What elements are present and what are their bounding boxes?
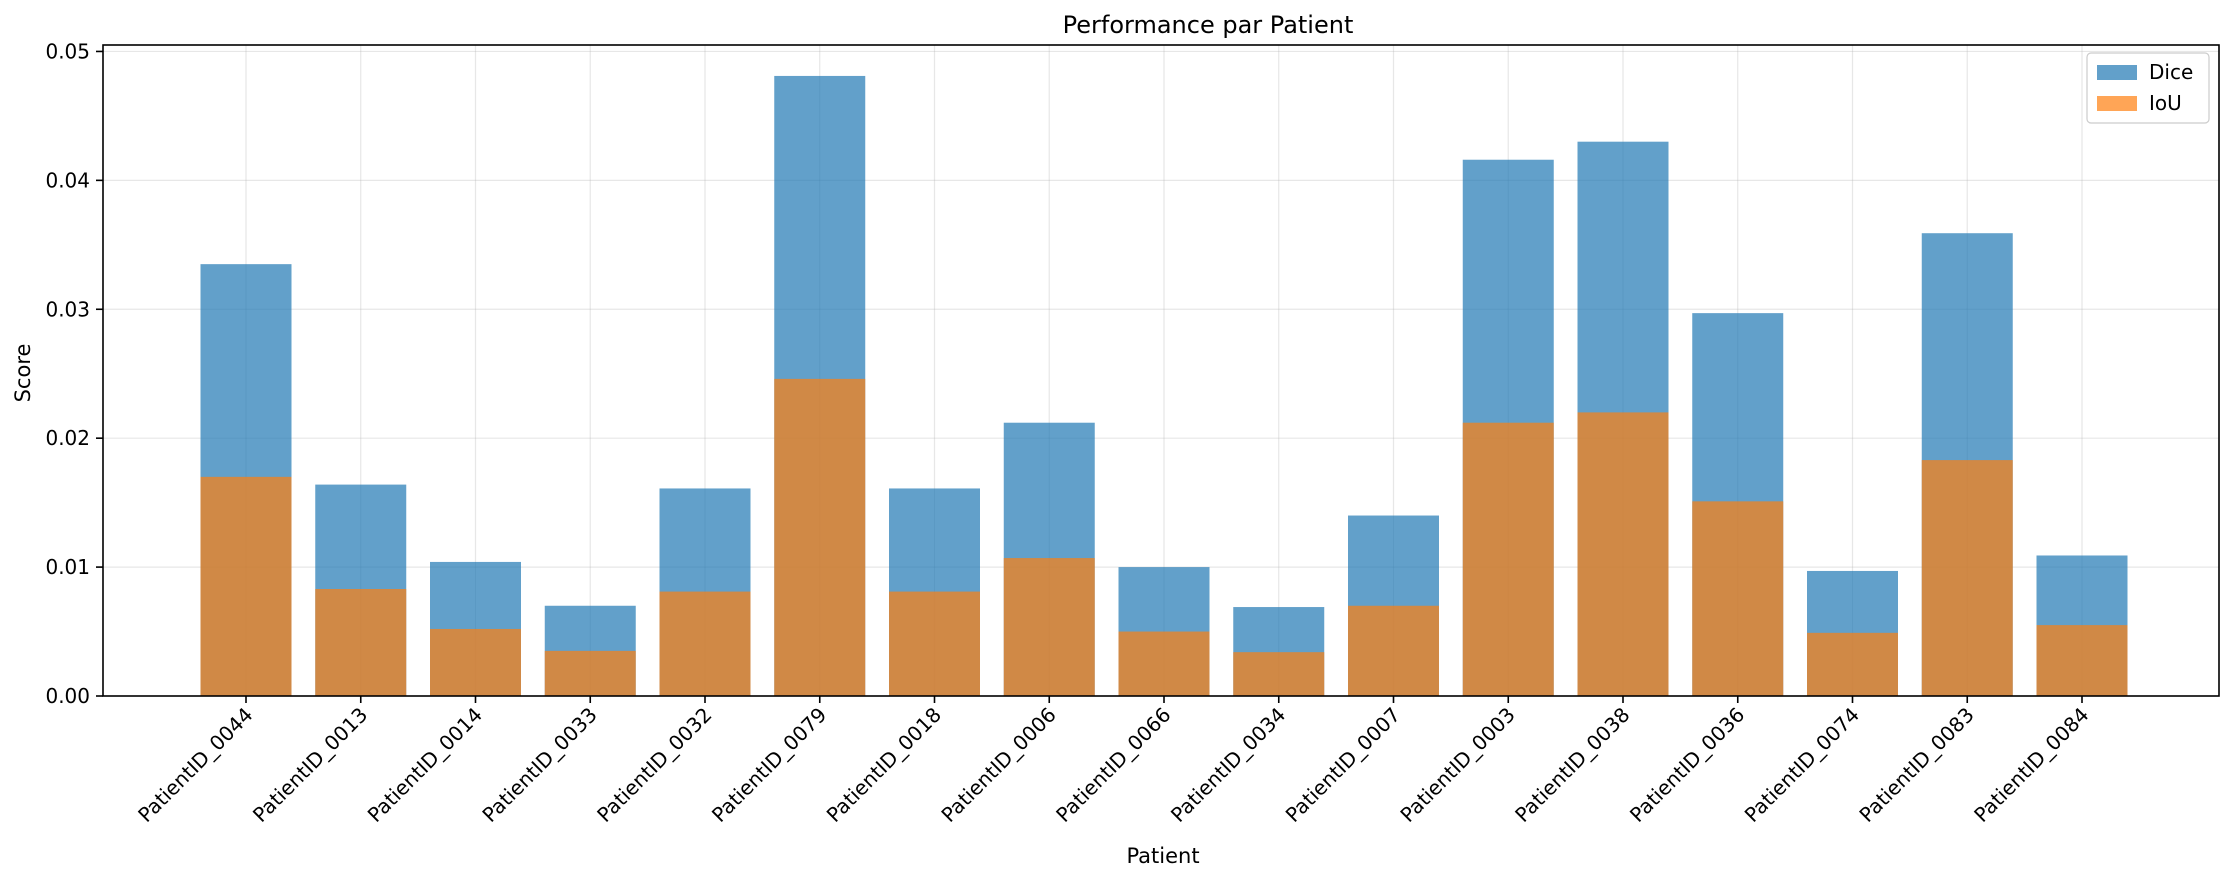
legend-label-iou: IoU [2149, 91, 2182, 115]
x-tick-label: PatientID_0014 [363, 703, 487, 827]
x-tick-label: PatientID_0066 [1051, 703, 1175, 827]
y-tick-label: 0.04 [45, 168, 90, 192]
x-tick-label: PatientID_0032 [592, 703, 716, 827]
bar-iou-PatientID_0032 [659, 591, 751, 696]
legend-swatch-iou [2097, 96, 2137, 111]
bar-iou-PatientID_0034 [1233, 652, 1325, 696]
y-tick-label: 0.01 [45, 555, 90, 579]
x-tick-label: PatientID_0033 [477, 703, 601, 827]
y-tick-label: 0.02 [45, 426, 90, 450]
x-tick-label: PatientID_0018 [822, 703, 946, 827]
x-axis-label: Patient [1126, 844, 1199, 868]
x-tick-label: PatientID_0083 [1854, 703, 1978, 827]
bar-iou-PatientID_0013 [315, 589, 407, 696]
x-tick-label: PatientID_0038 [1510, 703, 1634, 827]
bar-iou-PatientID_0079 [774, 378, 866, 696]
x-tick-label: PatientID_0006 [936, 703, 1060, 827]
bar-iou-PatientID_0003 [1462, 422, 1554, 696]
bar-iou-PatientID_0007 [1348, 605, 1439, 696]
bar-iou-PatientID_0036 [1692, 501, 1784, 696]
series-iou [200, 378, 2128, 696]
x-tick-label: PatientID_0044 [133, 703, 257, 827]
bar-iou-PatientID_0074 [1807, 632, 1898, 696]
legend-label-dice: Dice [2149, 60, 2193, 84]
bar-iou-PatientID_0083 [1921, 460, 2013, 696]
bar-iou-PatientID_0038 [1577, 412, 1669, 696]
y-tick-label: 0.03 [45, 297, 90, 321]
x-tick-label: PatientID_0007 [1281, 703, 1405, 827]
bar-iou-PatientID_0066 [1118, 631, 1210, 696]
x-tick-label: PatientID_0036 [1625, 703, 1749, 827]
bar-iou-PatientID_0018 [889, 591, 980, 696]
axes-layer [102, 44, 2220, 697]
bar-iou-PatientID_0084 [2036, 625, 2128, 696]
bar-iou-PatientID_0006 [1003, 558, 1095, 696]
chart-title: Performance par Patient [1063, 11, 1354, 39]
legend-swatch-dice [2097, 65, 2137, 80]
x-tick-label: PatientID_0074 [1740, 703, 1864, 827]
y-tick-label: 0.05 [45, 39, 90, 63]
y-axis-label: Score [11, 344, 35, 403]
x-tick-label: PatientID_0084 [1969, 703, 2093, 827]
bar-iou-PatientID_0044 [200, 476, 292, 696]
x-tick-label: PatientID_0034 [1166, 703, 1290, 827]
x-tick-label: PatientID_0013 [248, 703, 372, 827]
x-tick-label: PatientID_0003 [1395, 703, 1519, 827]
bars-layer [200, 75, 2128, 697]
legend: Dice IoU [2086, 52, 2210, 124]
bar-iou-PatientID_0033 [544, 650, 636, 696]
x-tick-label: PatientID_0079 [707, 703, 831, 827]
plot-frame [102, 44, 2220, 697]
bar-iou-PatientID_0014 [430, 628, 521, 696]
y-tick-label: 0.00 [45, 684, 90, 708]
